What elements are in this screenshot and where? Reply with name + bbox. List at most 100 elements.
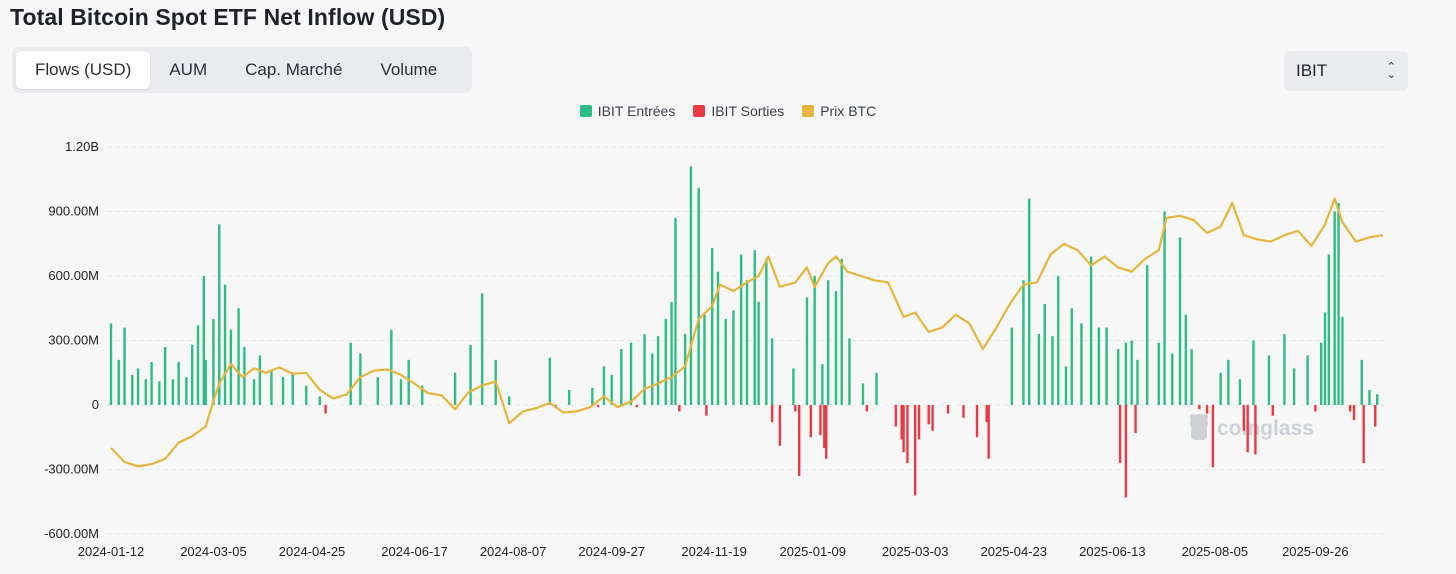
inflow-bar[interactable] — [109, 323, 113, 405]
inflow-bar[interactable] — [765, 258, 768, 405]
outflow-bar[interactable] — [1314, 405, 1317, 412]
outflow-bar[interactable] — [917, 405, 921, 440]
inflow-bar[interactable] — [218, 224, 221, 405]
outflow-bar[interactable] — [927, 405, 930, 425]
inflow-bar[interactable] — [1190, 349, 1193, 405]
outflow-bar[interactable] — [809, 405, 812, 438]
outflow-bar[interactable] — [1124, 405, 1128, 498]
outflow-bar[interactable] — [678, 405, 681, 412]
outflow-bar[interactable] — [1348, 405, 1352, 412]
outflow-bar[interactable] — [865, 405, 869, 412]
inflow-bar[interactable] — [1267, 355, 1271, 405]
inflow-bar[interactable] — [670, 301, 673, 405]
inflow-bar[interactable] — [1163, 211, 1166, 406]
inflow-bar[interactable] — [813, 276, 816, 405]
inflow-bar[interactable] — [281, 377, 285, 405]
outflow-bar[interactable] — [902, 405, 905, 453]
outflow-bar[interactable] — [705, 405, 708, 416]
outflow-bar[interactable] — [1254, 405, 1257, 455]
inflow-bar[interactable] — [1184, 314, 1188, 405]
inflow-bar[interactable] — [1368, 389, 1371, 405]
inflow-bar[interactable] — [792, 368, 795, 405]
outflow-bar[interactable] — [1198, 405, 1201, 410]
inflow-bar[interactable] — [1327, 254, 1331, 406]
inflow-bar[interactable] — [689, 166, 693, 405]
inflow-bar[interactable] — [610, 374, 613, 405]
inflow-bar[interactable] — [1051, 336, 1054, 405]
inflow-bar[interactable] — [740, 254, 743, 406]
inflow-bar[interactable] — [770, 338, 774, 405]
inflow-bar[interactable] — [1070, 308, 1073, 405]
inflow-bar[interactable] — [656, 336, 660, 405]
outflow-bar[interactable] — [985, 405, 988, 423]
inflow-bar[interactable] — [190, 344, 194, 405]
inflow-bar[interactable] — [177, 362, 180, 405]
tab-flows[interactable]: Flows (USD) — [16, 51, 151, 89]
outflow-bar[interactable] — [946, 405, 950, 414]
inflow-bar[interactable] — [1145, 265, 1149, 405]
inflow-bar[interactable] — [1323, 312, 1327, 405]
etf-selector[interactable]: IBIT ⌃ ⌄ — [1284, 51, 1408, 91]
inflow-bar[interactable] — [229, 329, 233, 405]
inflow-bar[interactable] — [711, 248, 714, 405]
inflow-bar[interactable] — [1064, 366, 1068, 405]
outflow-bar[interactable] — [1118, 405, 1122, 464]
inflow-bar[interactable] — [318, 396, 321, 405]
inflow-bar[interactable] — [1238, 379, 1242, 405]
inflow-bar[interactable] — [732, 310, 735, 405]
outflow-bar[interactable] — [913, 405, 917, 496]
outflow-bar[interactable] — [797, 405, 801, 476]
inflow-bar[interactable] — [1043, 303, 1046, 405]
inflow-bar[interactable] — [753, 250, 756, 405]
inflow-bar[interactable] — [1097, 327, 1101, 405]
inflow-bar[interactable] — [421, 385, 424, 405]
inflow-bar[interactable] — [185, 377, 188, 405]
inflow-bar[interactable] — [1105, 327, 1108, 405]
inflow-bar[interactable] — [629, 342, 633, 405]
inflow-bar[interactable] — [683, 334, 687, 405]
inflow-bar[interactable] — [1333, 211, 1336, 406]
inflow-bar[interactable] — [171, 379, 175, 405]
inflow-bar[interactable] — [548, 357, 552, 405]
outflow-bar[interactable] — [1211, 405, 1215, 468]
inflow-bar[interactable] — [1080, 323, 1083, 405]
outflow-bar[interactable] — [1246, 405, 1249, 453]
inflow-bar[interactable] — [1292, 368, 1296, 405]
inflow-bar[interactable] — [1171, 353, 1174, 405]
inflow-bar[interactable] — [376, 377, 379, 405]
outflow-bar[interactable] — [1374, 405, 1377, 427]
inflow-bar[interactable] — [745, 280, 749, 405]
inflow-bar[interactable] — [136, 368, 140, 405]
inflow-bar[interactable] — [840, 258, 843, 405]
inflow-bar[interactable] — [697, 187, 700, 405]
inflow-bar[interactable] — [1360, 359, 1363, 405]
inflow-bar[interactable] — [158, 381, 161, 405]
inflow-bar[interactable] — [1341, 316, 1344, 405]
inflow-bar[interactable] — [821, 364, 824, 405]
inflow-bar[interactable] — [359, 353, 362, 405]
inflow-bar[interactable] — [480, 293, 484, 405]
inflow-bar[interactable] — [724, 319, 727, 405]
inflow-bar[interactable] — [620, 349, 623, 405]
inflow-bar[interactable] — [1037, 334, 1041, 405]
inflow-bar[interactable] — [834, 291, 838, 405]
inflow-bar[interactable] — [196, 325, 200, 405]
inflow-bar[interactable] — [390, 329, 393, 405]
inflow-bar[interactable] — [117, 359, 120, 405]
inflow-bar[interactable] — [664, 319, 668, 405]
inflow-bar[interactable] — [291, 372, 294, 405]
inflow-bar[interactable] — [150, 362, 153, 405]
inflow-bar[interactable] — [643, 334, 646, 405]
inflow-bar[interactable] — [1124, 342, 1128, 405]
inflow-bar[interactable] — [674, 217, 677, 405]
inflow-bar[interactable] — [508, 396, 511, 405]
inflow-bar[interactable] — [1057, 276, 1060, 405]
inflow-bar[interactable] — [1089, 256, 1093, 405]
outflow-bar[interactable] — [794, 405, 797, 412]
inflow-bar[interactable] — [399, 379, 403, 405]
legend-item-inflows[interactable]: IBIT Entrées — [579, 103, 675, 119]
tab-volume[interactable]: Volume — [380, 60, 438, 79]
inflow-bar[interactable] — [826, 280, 830, 405]
outflow-bar[interactable] — [900, 405, 903, 440]
outflow-bar[interactable] — [825, 405, 828, 459]
